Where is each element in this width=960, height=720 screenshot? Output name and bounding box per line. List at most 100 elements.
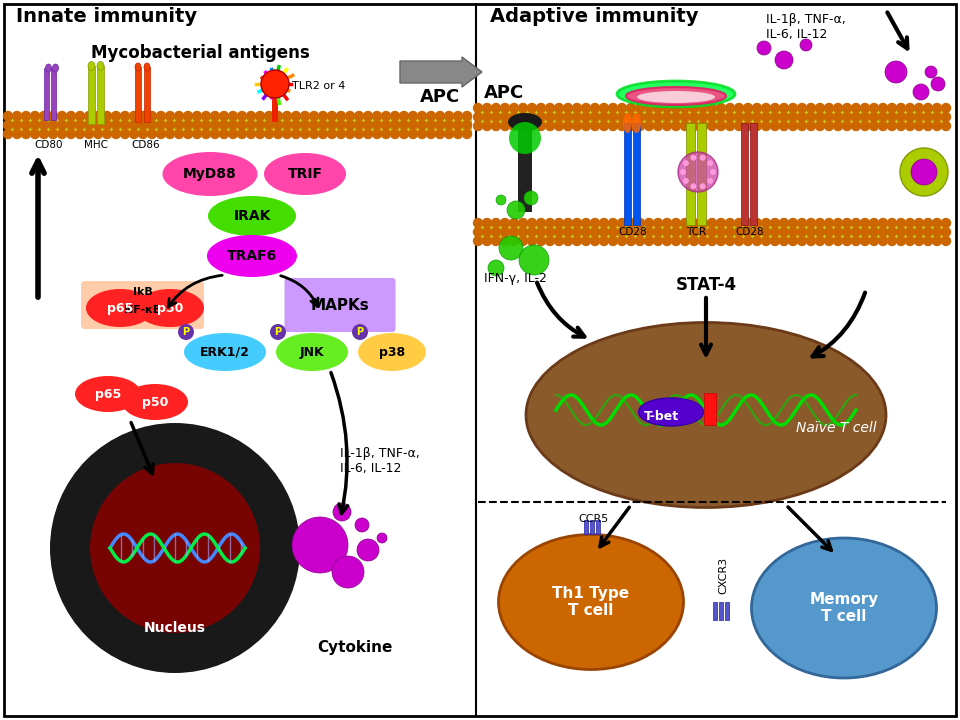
Circle shape	[905, 122, 915, 130]
Circle shape	[734, 122, 743, 130]
Circle shape	[66, 130, 76, 138]
Bar	[624, 123, 631, 225]
Circle shape	[716, 122, 726, 130]
Circle shape	[483, 228, 492, 236]
Circle shape	[121, 130, 130, 138]
Circle shape	[915, 122, 924, 130]
Circle shape	[66, 120, 76, 130]
Circle shape	[699, 228, 708, 236]
Circle shape	[870, 228, 878, 236]
Circle shape	[518, 228, 527, 236]
Circle shape	[582, 112, 590, 122]
Circle shape	[564, 112, 572, 122]
Circle shape	[21, 112, 31, 120]
Circle shape	[555, 218, 564, 228]
Circle shape	[130, 112, 138, 120]
Circle shape	[932, 112, 942, 122]
Circle shape	[409, 120, 418, 130]
Circle shape	[590, 218, 599, 228]
Circle shape	[734, 218, 743, 228]
Circle shape	[496, 195, 506, 205]
Bar	[750, 123, 757, 225]
Circle shape	[527, 228, 537, 236]
Circle shape	[364, 120, 372, 130]
Circle shape	[905, 228, 915, 236]
Circle shape	[436, 112, 444, 120]
Circle shape	[617, 236, 627, 246]
Circle shape	[788, 228, 798, 236]
Circle shape	[12, 120, 21, 130]
Circle shape	[678, 152, 718, 192]
Circle shape	[788, 218, 798, 228]
Circle shape	[545, 236, 555, 246]
FancyArrow shape	[400, 57, 482, 87]
Circle shape	[878, 236, 887, 246]
Circle shape	[689, 112, 699, 122]
Text: CD28: CD28	[618, 227, 647, 237]
Ellipse shape	[526, 323, 886, 508]
Circle shape	[510, 122, 518, 130]
Circle shape	[354, 130, 364, 138]
Circle shape	[183, 130, 193, 138]
Bar	[478, 117, 946, 126]
Circle shape	[699, 112, 708, 122]
Circle shape	[527, 122, 537, 130]
Text: p38: p38	[379, 346, 405, 359]
Circle shape	[337, 120, 346, 130]
Circle shape	[66, 112, 76, 120]
Bar	[135, 67, 141, 122]
Circle shape	[932, 236, 942, 246]
Circle shape	[662, 112, 671, 122]
Circle shape	[798, 112, 806, 122]
Circle shape	[662, 228, 671, 236]
Circle shape	[178, 324, 194, 340]
Circle shape	[444, 120, 453, 130]
Circle shape	[436, 130, 444, 138]
Circle shape	[483, 122, 492, 130]
Circle shape	[726, 122, 734, 130]
Circle shape	[654, 236, 662, 246]
Circle shape	[599, 122, 609, 130]
Circle shape	[183, 120, 193, 130]
Circle shape	[527, 112, 537, 122]
Circle shape	[292, 120, 300, 130]
Circle shape	[483, 104, 492, 112]
Circle shape	[897, 236, 905, 246]
Circle shape	[761, 236, 771, 246]
Circle shape	[193, 130, 202, 138]
Circle shape	[852, 218, 860, 228]
Circle shape	[636, 236, 644, 246]
Circle shape	[833, 112, 843, 122]
Circle shape	[726, 112, 734, 122]
Circle shape	[31, 130, 39, 138]
Circle shape	[500, 218, 510, 228]
Circle shape	[662, 218, 671, 228]
Text: TLR2 or 4: TLR2 or 4	[292, 81, 346, 91]
Circle shape	[220, 130, 228, 138]
Circle shape	[825, 104, 833, 112]
Circle shape	[843, 236, 852, 246]
Circle shape	[309, 112, 319, 120]
Circle shape	[103, 120, 111, 130]
Text: NF-κB: NF-κB	[125, 305, 161, 315]
Circle shape	[582, 236, 590, 246]
Circle shape	[915, 104, 924, 112]
Circle shape	[644, 228, 654, 236]
Text: p50: p50	[156, 302, 183, 315]
Circle shape	[292, 130, 300, 138]
Ellipse shape	[144, 63, 150, 71]
Circle shape	[753, 228, 761, 236]
Circle shape	[265, 112, 274, 120]
Circle shape	[942, 228, 950, 236]
Ellipse shape	[637, 91, 715, 103]
Circle shape	[913, 84, 929, 100]
Circle shape	[761, 218, 771, 228]
Circle shape	[897, 228, 905, 236]
Circle shape	[377, 533, 387, 543]
Circle shape	[860, 218, 870, 228]
Circle shape	[519, 245, 549, 275]
Text: Mycobacterial antigens: Mycobacterial antigens	[90, 44, 309, 62]
Circle shape	[282, 120, 292, 130]
Circle shape	[870, 236, 878, 246]
Circle shape	[887, 112, 897, 122]
